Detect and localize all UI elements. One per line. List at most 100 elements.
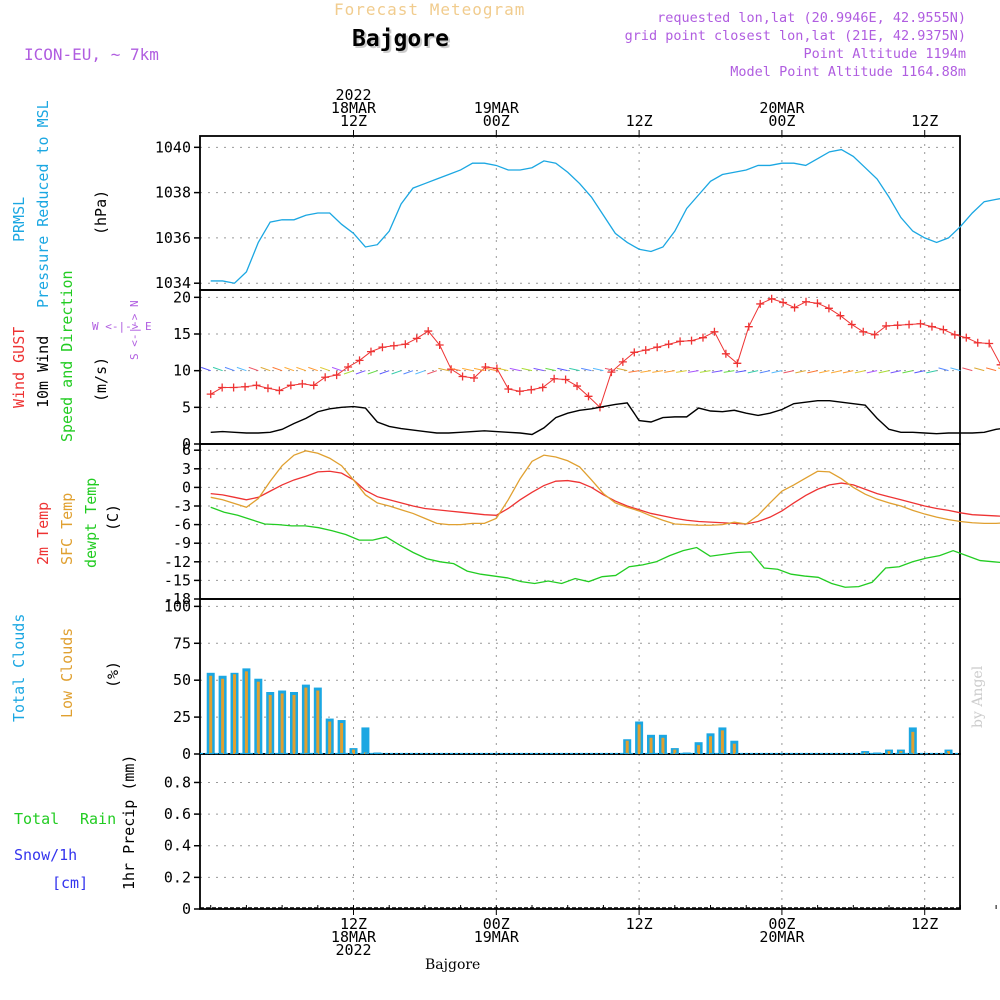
gust-marker <box>538 383 547 392</box>
wind-barb <box>438 367 449 372</box>
gust-marker <box>744 322 753 331</box>
x-bottom-label: 00Z <box>483 915 510 933</box>
gust-line <box>210 298 1000 409</box>
wind-barb <box>462 367 473 372</box>
gust-marker <box>206 390 215 399</box>
x-bottom-label: 00Z <box>768 915 795 933</box>
low-cloud-bar <box>352 749 356 754</box>
y-tick-label: 15 <box>173 325 191 343</box>
gust-marker <box>779 298 788 307</box>
gust-marker <box>985 339 994 348</box>
wind-barb <box>473 367 485 372</box>
gust-marker <box>481 363 490 371</box>
gust-marker <box>332 371 341 380</box>
x-bottom-label: 2022 <box>335 941 371 959</box>
wind-barb <box>427 370 437 375</box>
dewpt-line <box>210 506 1000 588</box>
wind-barb <box>485 367 497 372</box>
gust-marker <box>756 299 765 308</box>
wind-barb <box>201 366 211 372</box>
low-cloud-bar <box>887 751 891 754</box>
gust-marker <box>378 343 387 352</box>
wind-barb <box>331 366 342 372</box>
gust-marker <box>458 372 467 381</box>
gust-marker <box>802 297 811 306</box>
wind-barb <box>819 370 830 374</box>
x-bottom-label: 12Z <box>340 915 367 933</box>
wind-barb <box>616 367 628 372</box>
wind-barb <box>914 370 925 374</box>
wind-barb <box>391 370 402 375</box>
y-tick-label: -3 <box>173 497 191 515</box>
low-cloud-bar <box>625 740 629 754</box>
panel-frame <box>199 753 961 910</box>
low-cloud-bar <box>661 737 665 754</box>
gust-marker <box>927 322 936 331</box>
wind-barb <box>260 366 271 372</box>
wind-barb <box>521 367 533 372</box>
wind-barb <box>747 370 759 374</box>
y-tick-label: 50 <box>173 671 191 689</box>
gust-marker <box>561 375 570 384</box>
gust-marker <box>412 334 421 343</box>
gust-marker <box>504 385 513 393</box>
y-tick-label: 1040 <box>155 138 191 156</box>
gust-marker <box>882 321 891 330</box>
total-cloud-bar <box>361 727 370 754</box>
low-cloud-bar <box>911 731 915 754</box>
wind-barb <box>652 370 663 373</box>
low-cloud-bar <box>637 724 641 754</box>
low-cloud-bar <box>947 751 951 754</box>
wind-barb <box>628 370 640 373</box>
wind-barb <box>509 367 521 372</box>
y-tick-label: 20 <box>173 288 191 306</box>
wind-barb <box>640 370 652 373</box>
y-tick-label: 0 <box>182 435 191 453</box>
gust-marker <box>996 360 1000 369</box>
y-tick-label: 100 <box>164 597 191 615</box>
y-tick-label: 1034 <box>155 274 191 292</box>
y-tick-label: 0.4 <box>164 837 191 855</box>
wind-barb <box>355 370 366 375</box>
prmsl-line <box>210 148 1000 284</box>
gust-marker <box>870 330 879 339</box>
y-tick-label: -9 <box>173 534 191 552</box>
low-cloud-bar <box>233 674 237 754</box>
wind-barb <box>497 367 509 372</box>
low-cloud-bar <box>280 693 284 754</box>
requested-coords: requested lon,lat (20.9946E, 42.9555N) <box>657 10 966 26</box>
total-label: Total <box>14 810 60 828</box>
low-cloud-bar <box>304 687 308 754</box>
low-cloud-bar <box>209 675 213 754</box>
low-cloud-bar <box>709 736 713 754</box>
x-top-label: 00Z <box>483 112 510 130</box>
wind-barb <box>415 370 426 375</box>
wind-barb <box>830 370 842 374</box>
y-tick-label: 1038 <box>155 184 191 202</box>
low-cloud-bar <box>899 751 903 754</box>
gust-marker <box>573 382 582 391</box>
wind-barb <box>284 366 295 372</box>
x-bottom-label: 18MAR <box>331 928 377 946</box>
y-tick-label: 1036 <box>155 229 191 247</box>
model-label: ICON-EU, ~ 7km <box>24 45 159 64</box>
wind-barb <box>581 367 592 372</box>
sfc-temp-line <box>210 450 1000 526</box>
wind-barb <box>759 370 771 374</box>
wind-barb <box>854 370 866 374</box>
low-cloud-bar <box>649 737 653 754</box>
footer-station: Bajgore <box>425 957 481 973</box>
gust-marker <box>241 382 250 391</box>
gust-marker <box>298 379 307 388</box>
y-tick-label: 0 <box>182 900 191 918</box>
gust-marker <box>905 320 914 329</box>
gust-marker <box>653 343 662 352</box>
low-cloud-bar <box>720 730 724 754</box>
wind-barb <box>902 370 913 374</box>
wind-barb <box>248 366 259 372</box>
wind-barb <box>676 370 687 373</box>
wind-barb <box>711 370 723 373</box>
wind-barb <box>604 367 616 372</box>
x-bottom-label: 20MAR <box>759 928 805 946</box>
